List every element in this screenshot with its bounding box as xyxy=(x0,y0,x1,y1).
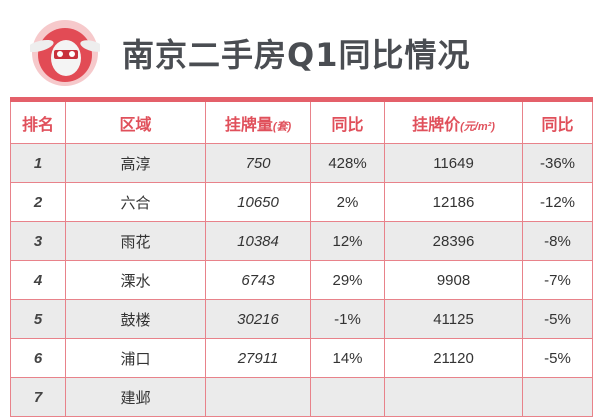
cell-listings-yoy: 29% xyxy=(310,260,385,300)
cell-price-yoy xyxy=(522,377,593,417)
cell-district: 浦口 xyxy=(65,338,206,378)
cell-price xyxy=(384,377,523,417)
header-price: 挂牌价(元/m²) xyxy=(384,99,523,144)
header-district: 区域 xyxy=(65,99,206,144)
table-row: 4 溧水 6743 29% 9908 -7% xyxy=(10,260,593,300)
cell-district: 溧水 xyxy=(65,260,206,300)
cell-rank: 2 xyxy=(10,182,66,222)
header-listings-unit: (套) xyxy=(272,120,292,133)
table-row: 7 建邺 xyxy=(10,377,593,417)
cell-price-yoy: -12% xyxy=(522,182,593,222)
cell-listings: 10650 xyxy=(205,182,311,222)
cell-price: 12186 xyxy=(384,182,523,222)
table-row: 1 高淳 750 428% 11649 -36% xyxy=(10,143,593,183)
cell-listings xyxy=(205,377,311,417)
cell-district: 六合 xyxy=(65,182,206,222)
cell-district: 建邺 xyxy=(65,377,206,417)
cell-listings-yoy: 14% xyxy=(310,338,385,378)
cell-listings-yoy: 2% xyxy=(310,182,385,222)
cell-listings: 750 xyxy=(205,143,311,183)
rabbit-mascot-logo xyxy=(30,20,100,86)
cell-listings: 30216 xyxy=(205,299,311,339)
cell-listings-yoy: 428% xyxy=(310,143,385,183)
page-title: 南京二手房Q1同比情况 xyxy=(122,36,471,74)
cell-listings-yoy xyxy=(310,377,385,417)
cell-rank: 7 xyxy=(10,377,66,417)
cell-price-yoy: -36% xyxy=(522,143,593,183)
header-listings-label: 挂牌量 xyxy=(224,116,273,134)
cell-district: 鼓楼 xyxy=(65,299,206,339)
cell-price: 41125 xyxy=(384,299,523,339)
cell-district: 高淳 xyxy=(65,143,206,183)
table-header: 排名 区域 挂牌量(套) 同比 挂牌价(元/m²) 同比 xyxy=(10,99,593,144)
header-listings-yoy: 同比 xyxy=(310,99,385,144)
cell-price: 28396 xyxy=(384,221,523,261)
header-rank: 排名 xyxy=(10,99,66,144)
header-price-label: 挂牌价 xyxy=(412,116,461,134)
cell-price-yoy: -5% xyxy=(522,299,593,339)
cell-price-yoy: -8% xyxy=(522,221,593,261)
cell-listings-yoy: -1% xyxy=(310,299,385,339)
table-row: 2 六合 10650 2% 12186 -12% xyxy=(10,182,593,222)
header-price-yoy: 同比 xyxy=(522,99,593,144)
table-row: 6 浦口 27911 14% 21120 -5% xyxy=(10,338,593,378)
cell-listings: 27911 xyxy=(205,338,311,378)
cell-rank: 1 xyxy=(10,143,66,183)
cell-price: 9908 xyxy=(384,260,523,300)
cell-rank: 4 xyxy=(10,260,66,300)
table-row: 3 雨花 10384 12% 28396 -8% xyxy=(10,221,593,261)
cell-rank: 3 xyxy=(10,221,66,261)
cell-listings: 6743 xyxy=(205,260,311,300)
cell-rank: 6 xyxy=(10,338,66,378)
cell-price: 21120 xyxy=(384,338,523,378)
cell-rank: 5 xyxy=(10,299,66,339)
header-listings: 挂牌量(套) xyxy=(205,99,311,144)
cell-price-yoy: -5% xyxy=(522,338,593,378)
table-row: 5 鼓楼 30216 -1% 41125 -5% xyxy=(10,299,593,339)
cell-district: 雨花 xyxy=(65,221,206,261)
ranking-table: 排名 区域 挂牌量(套) 同比 挂牌价(元/m²) 同比 1 高淳 750 428% 1… xyxy=(10,97,593,417)
header-price-unit: (元/m²) xyxy=(460,120,495,133)
cell-price: 11649 xyxy=(384,143,523,183)
cell-price-yoy: -7% xyxy=(522,260,593,300)
cell-listings-yoy: 12% xyxy=(310,221,385,261)
cell-listings: 10384 xyxy=(205,221,311,261)
